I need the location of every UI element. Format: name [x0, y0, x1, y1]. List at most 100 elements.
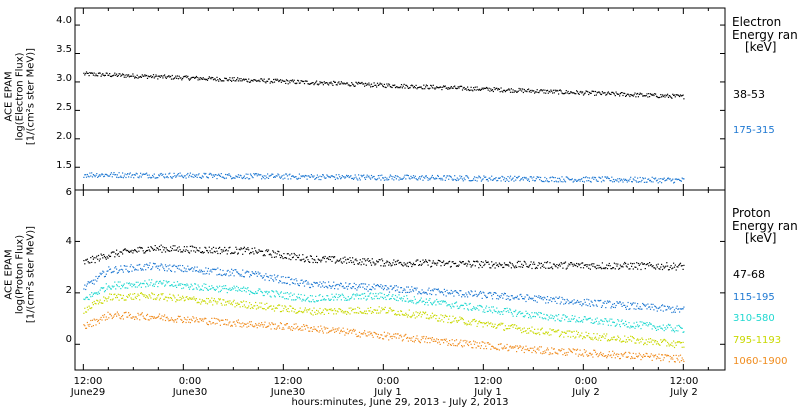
data-point-38-53	[501, 90, 503, 92]
data-point-795-1193	[569, 330, 571, 332]
data-point-47-68	[358, 262, 361, 264]
data-point-47-68	[301, 258, 303, 261]
data-point-1060-1900	[328, 330, 330, 332]
data-point-1060-1900	[552, 353, 554, 355]
data-point-795-1193	[264, 303, 266, 305]
data-point-310-580	[390, 298, 392, 300]
data-point-115-195	[329, 285, 331, 287]
data-point-175-315	[447, 175, 449, 177]
data-point-115-195	[137, 269, 139, 271]
data-point-47-68	[261, 250, 263, 252]
data-point-115-195	[380, 284, 382, 286]
data-point-115-195	[511, 295, 513, 297]
data-point-1060-1900	[306, 325, 308, 327]
data-point-1060-1900	[655, 358, 658, 360]
data-point-175-315	[355, 176, 357, 178]
data-point-175-315	[158, 175, 161, 177]
data-point-47-68	[409, 261, 411, 263]
data-point-115-195	[225, 274, 227, 276]
data-point-795-1193	[605, 335, 607, 337]
data-point-115-195	[673, 309, 676, 311]
data-point-47-68	[419, 260, 421, 263]
data-point-38-53	[152, 74, 155, 76]
data-point-795-1193	[453, 320, 455, 322]
data-point-795-1193	[231, 304, 233, 306]
data-point-38-53	[274, 78, 276, 80]
data-point-310-580	[382, 298, 385, 300]
data-point-1060-1900	[219, 324, 221, 326]
data-point-1060-1900	[629, 352, 631, 354]
data-point-795-1193	[474, 320, 476, 323]
data-point-1060-1900	[455, 339, 458, 341]
data-point-795-1193	[226, 301, 228, 303]
data-point-115-195	[267, 276, 270, 278]
data-point-795-1193	[642, 338, 644, 341]
data-point-115-195	[335, 284, 337, 286]
data-point-115-195	[158, 269, 161, 271]
data-point-795-1193	[308, 309, 310, 311]
data-point-115-195	[434, 288, 436, 290]
data-point-795-1193	[346, 311, 349, 313]
data-point-115-195	[268, 279, 270, 282]
data-point-175-315	[665, 179, 667, 181]
data-point-1060-1900	[290, 329, 292, 331]
data-point-795-1193	[169, 293, 171, 295]
data-point-47-68	[116, 249, 118, 251]
data-point-115-195	[109, 268, 111, 271]
data-point-175-315	[263, 175, 265, 177]
data-point-115-195	[163, 268, 165, 270]
data-point-47-68	[541, 265, 543, 267]
data-point-47-68	[309, 261, 311, 263]
data-point-115-195	[412, 290, 415, 292]
data-point-47-68	[683, 264, 685, 266]
data-point-795-1193	[419, 313, 421, 315]
data-point-175-315	[101, 173, 103, 175]
data-point-175-315	[368, 175, 370, 177]
data-point-310-580	[308, 300, 310, 302]
data-point-38-53	[293, 79, 295, 81]
data-point-38-53	[662, 95, 664, 98]
data-point-175-315	[178, 175, 180, 177]
data-point-47-68	[381, 258, 383, 260]
data-point-175-315	[378, 177, 380, 179]
data-point-795-1193	[371, 310, 373, 313]
data-point-175-315	[236, 176, 238, 178]
data-point-175-315	[485, 179, 488, 181]
data-point-175-315	[616, 180, 618, 182]
data-point-310-580	[617, 319, 619, 321]
data-point-115-195	[120, 265, 122, 267]
data-point-310-580	[318, 295, 320, 297]
data-point-115-195	[282, 276, 284, 278]
data-point-795-1193	[612, 338, 614, 341]
data-point-1060-1900	[265, 326, 267, 328]
data-point-115-195	[164, 269, 166, 272]
data-point-795-1193	[524, 330, 526, 332]
data-point-115-195	[122, 269, 124, 271]
data-point-175-315	[614, 179, 616, 181]
data-point-115-195	[522, 298, 524, 300]
data-point-795-1193	[477, 323, 479, 325]
data-point-795-1193	[160, 293, 162, 295]
data-point-310-580	[577, 321, 579, 323]
data-point-1060-1900	[158, 313, 161, 315]
data-point-795-1193	[483, 322, 485, 324]
data-point-310-580	[149, 284, 151, 286]
data-point-175-315	[589, 180, 591, 183]
data-point-1060-1900	[223, 323, 225, 325]
data-point-175-315	[468, 180, 470, 182]
data-point-795-1193	[224, 304, 226, 306]
data-point-1060-1900	[261, 322, 263, 324]
data-point-115-195	[260, 275, 262, 277]
data-point-1060-1900	[475, 347, 477, 349]
data-point-38-53	[558, 89, 561, 91]
data-point-795-1193	[435, 318, 437, 320]
data-point-310-580	[134, 283, 136, 285]
data-point-795-1193	[118, 299, 120, 301]
data-point-310-580	[123, 283, 125, 285]
data-point-1060-1900	[420, 339, 422, 341]
data-point-1060-1900	[636, 355, 638, 357]
data-point-1060-1900	[270, 328, 272, 330]
data-point-1060-1900	[297, 325, 299, 328]
data-point-795-1193	[666, 345, 668, 347]
data-point-47-68	[336, 259, 338, 261]
